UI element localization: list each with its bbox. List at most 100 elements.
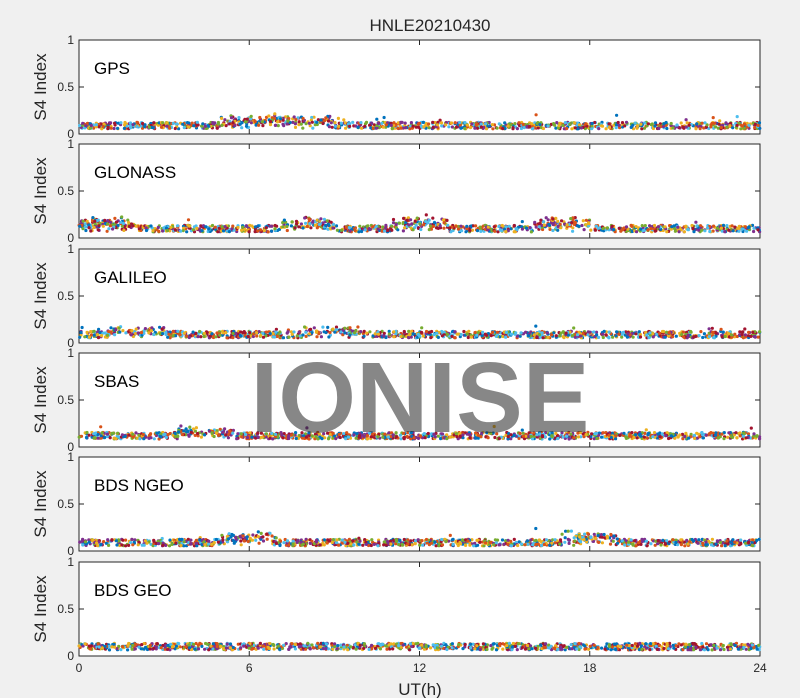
s4-point [740,227,744,231]
s4-point [585,124,589,128]
s4-point [218,427,222,431]
s4-point [387,332,391,336]
s4-point [217,226,221,230]
s4-point [415,216,419,220]
s4-point [265,532,269,536]
s4-point [321,121,325,126]
s4-point [114,220,119,224]
s4-point [559,331,563,335]
s4-point [720,432,724,436]
s4-point [687,436,691,440]
s4-point [238,333,242,337]
s4-point [629,223,633,227]
s4-point [122,126,126,130]
s4-point [348,229,352,233]
s4-point [503,126,507,130]
s4-point [546,124,550,128]
s4-point [326,222,330,226]
s4-point [220,123,224,127]
s4-point [660,432,665,436]
s4-point [707,327,711,331]
s4-point [92,126,96,130]
s4-point [624,435,628,439]
s4-point [692,335,696,339]
s4-point [682,335,686,339]
s4-point [436,120,440,124]
s4-point [173,431,177,435]
s4-point [187,433,191,437]
s4-point [742,126,746,130]
s4-point [612,228,616,232]
s4-point [475,333,479,337]
s4-point [646,433,650,437]
s4-point [411,332,415,336]
s4-point [326,119,331,123]
s4-point [211,122,215,126]
y-tick-label: 0.5 [57,289,74,303]
s4-point [171,121,175,125]
s4-point [530,122,534,126]
s4-point [449,230,453,234]
s4-point [159,125,164,129]
s4-point [755,434,759,438]
s4-point [83,335,87,339]
s4-point [719,327,723,331]
s4-point [573,126,578,130]
s4-point [199,435,203,439]
s4-point [96,436,100,440]
s4-point [474,224,478,228]
s4-point [259,333,263,338]
s4-point [402,329,406,334]
s4-point [174,122,179,126]
s4-point [340,228,344,232]
s4-point [105,333,109,337]
s4-point [686,227,690,232]
s4-point [257,123,261,127]
s4-point [729,435,733,439]
s4-point [677,230,681,234]
s4-point [402,216,406,220]
s4-point [324,223,328,227]
s4-point [297,120,301,124]
s4-point [343,121,347,125]
s4-point [297,123,301,127]
s4-point [310,120,314,124]
y-tick-label: 1 [67,346,74,360]
s4-point [78,124,82,128]
s4-point [618,433,622,437]
s4-point [231,224,235,228]
s4-point [203,433,207,437]
s4-point [238,122,242,126]
s4-point [726,435,730,439]
s4-point [118,330,122,334]
s4-point [674,334,678,338]
s4-point [151,228,155,233]
s4-point [293,226,297,230]
s4-point [719,226,724,230]
s4-point [607,433,611,437]
s4-point [535,335,539,340]
s4-point [534,113,538,117]
s4-point [325,219,329,223]
s4-point [709,123,713,127]
s4-point [185,121,190,125]
s4-point [77,435,81,439]
s4-point [711,331,716,335]
s4-point [520,220,524,224]
s4-point [607,336,611,340]
s4-point [512,537,516,542]
s4-point [611,335,615,339]
s4-point [134,327,138,331]
s4-point [723,230,727,234]
s4-point [424,220,428,224]
s4-point [727,431,731,435]
s4-point [182,226,186,230]
s4-point [149,432,153,436]
axes-box [78,248,761,344]
s4-point [261,124,265,128]
s4-point [634,433,638,437]
s4-point [753,335,757,339]
s4-point [157,229,161,233]
s4-point [418,222,422,226]
s4-point [207,124,211,128]
